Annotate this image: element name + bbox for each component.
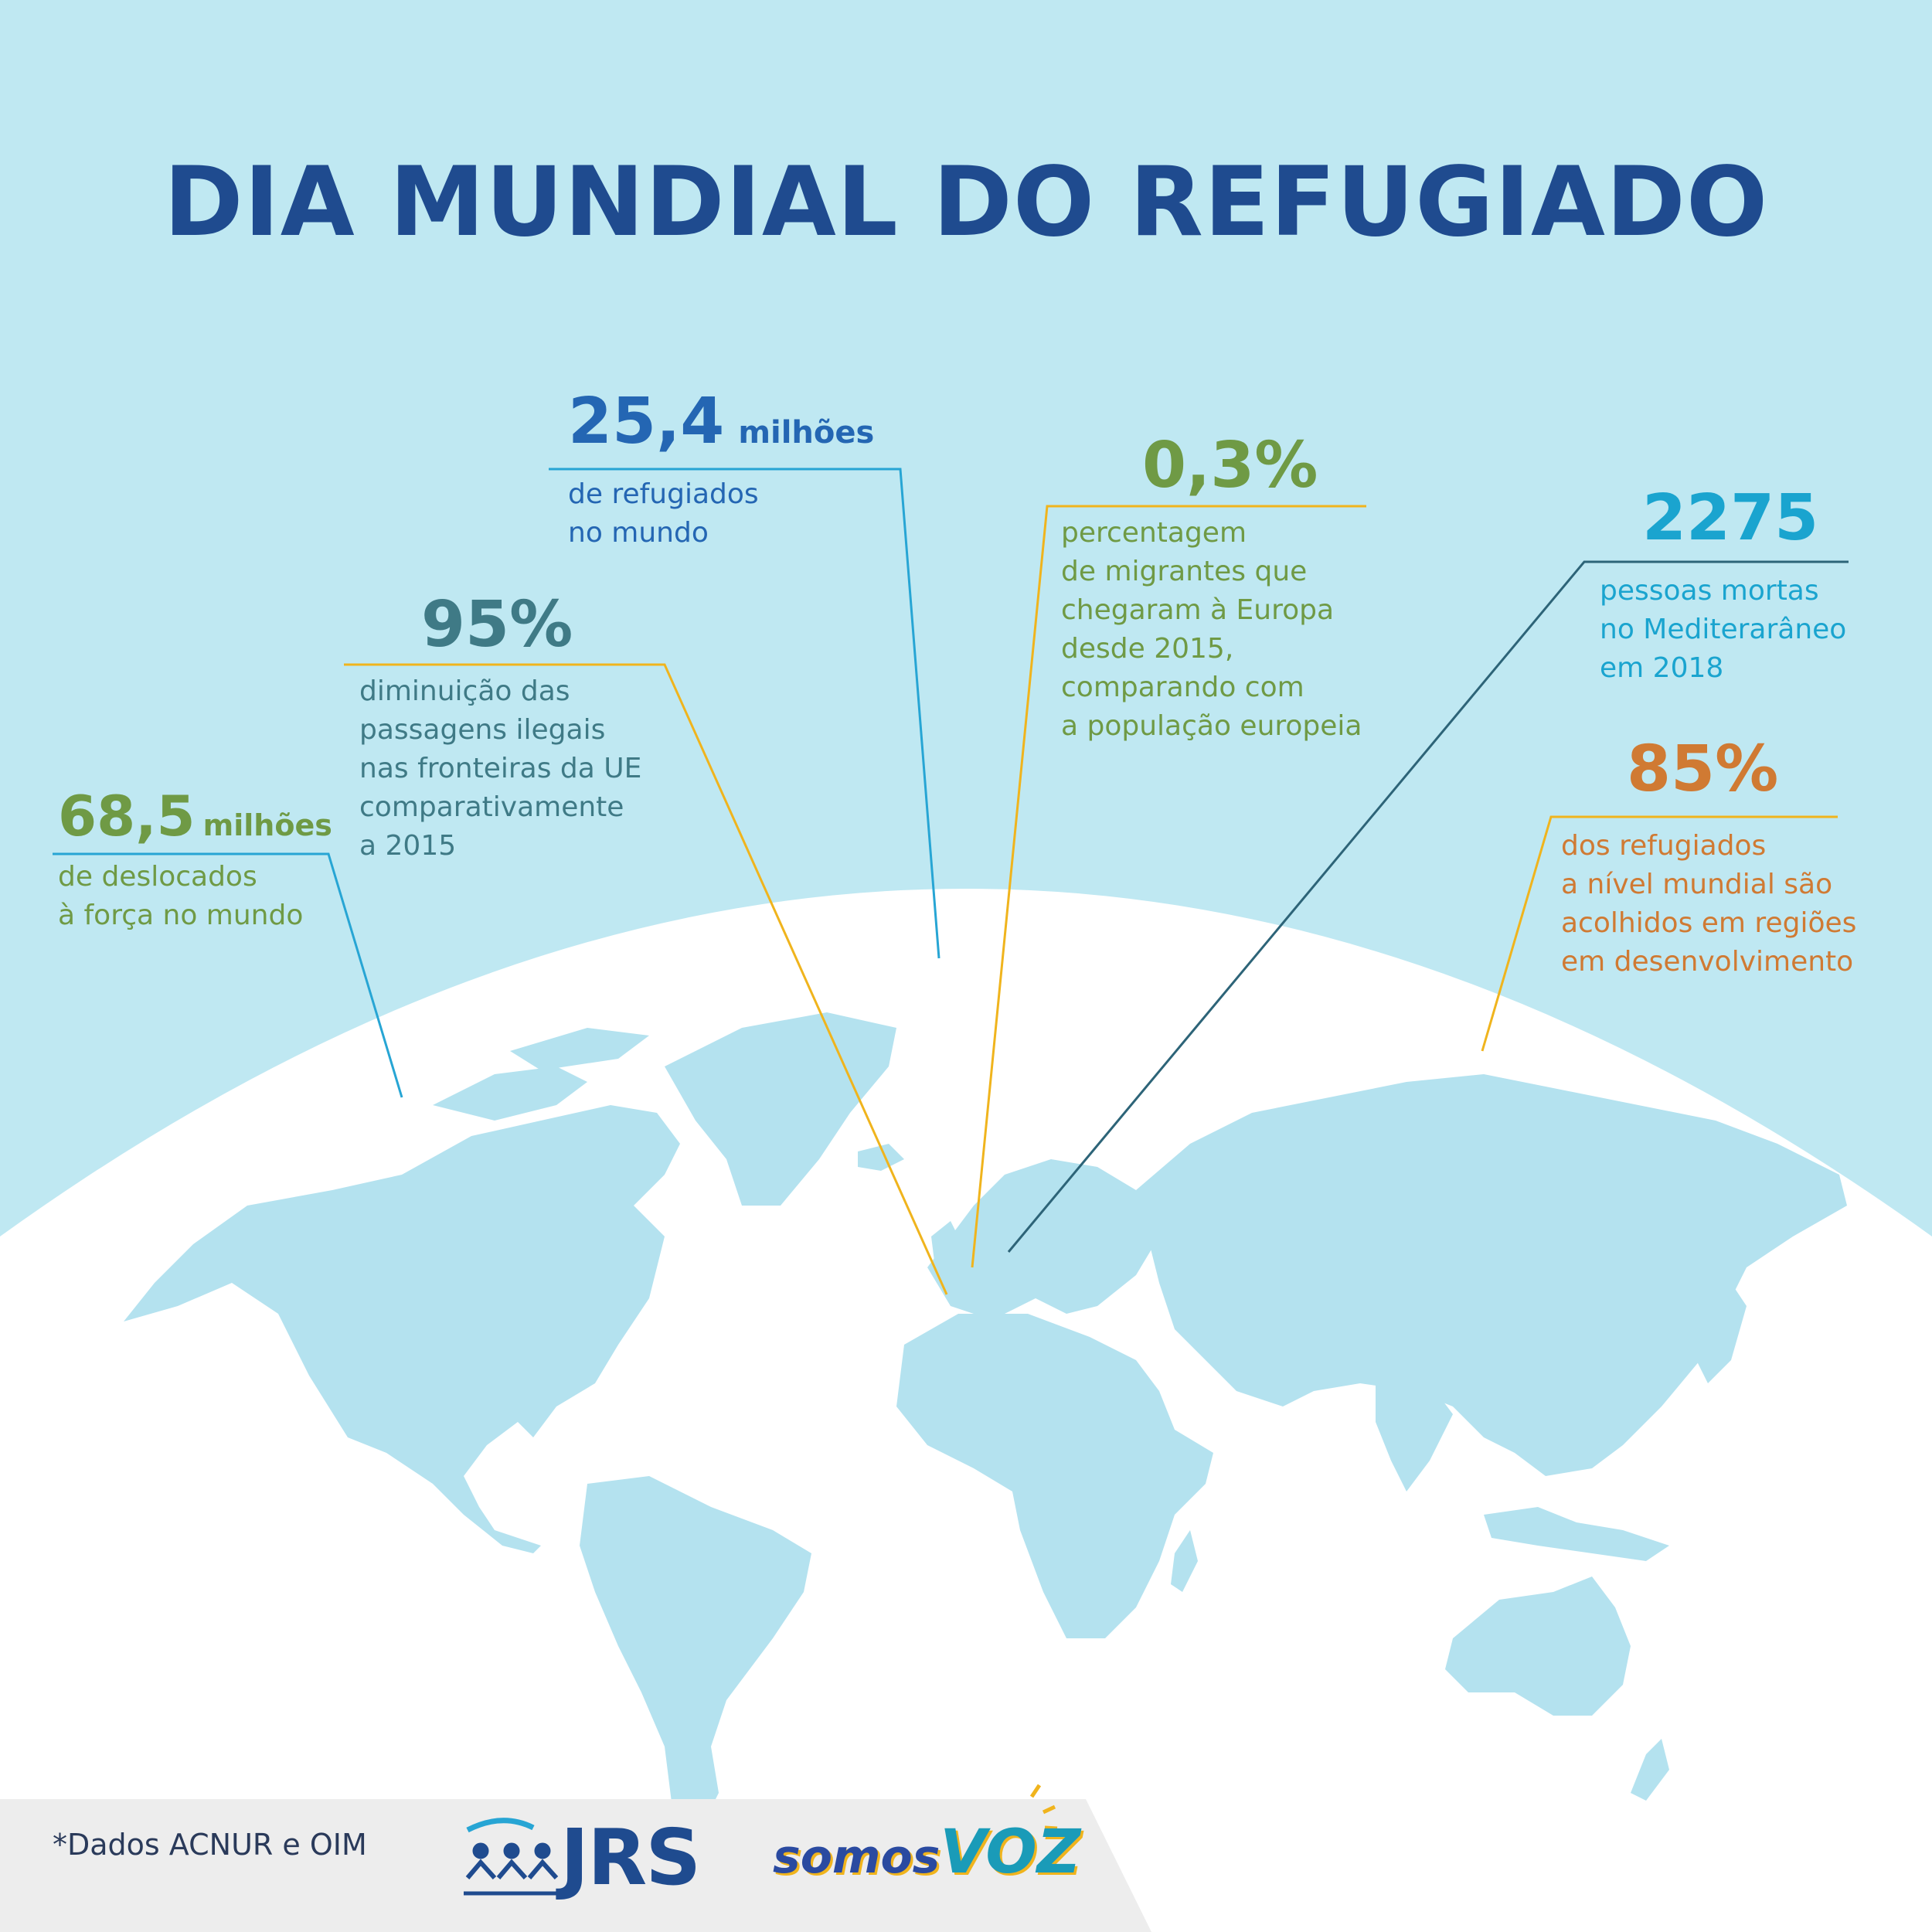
stat-mortes: 2275 — [1642, 487, 1818, 550]
somos-logo-text: somos — [773, 1830, 940, 1884]
desc-line: dos refugiados — [1561, 830, 1767, 862]
stat-diminuicao-desc: diminuição das passagens ilegais nas fro… — [359, 672, 641, 866]
jrs-people-icon — [464, 1818, 559, 1896]
iceland-shape — [858, 1144, 904, 1171]
japan-shape — [1696, 1283, 1747, 1383]
desc-line: em 2018 — [1600, 652, 1724, 684]
desc-line: a nível mundial são — [1561, 869, 1833, 900]
desc-line: comparando com — [1061, 672, 1304, 703]
desc-line: à força no mundo — [58, 900, 304, 931]
north-america-shape — [124, 1105, 680, 1553]
stat-migrantes-desc: percentagem de migrantes que chegaram à … — [1061, 514, 1362, 746]
world-map-icon — [124, 1012, 1847, 1901]
line-refugiados — [549, 468, 940, 959]
desc-line: desde 2015, — [1061, 633, 1234, 665]
desc-line: acolhidos em regiões — [1561, 907, 1857, 939]
new-zealand-shape — [1631, 1739, 1669, 1801]
stat-migrantes: 0,3% — [1142, 434, 1318, 498]
australia-shape — [1445, 1577, 1631, 1716]
stat-diminuicao-value: 95% — [421, 588, 573, 662]
stat-acolhidos: 85% — [1627, 738, 1778, 801]
voz-sparkle-icon — [1029, 1784, 1058, 1831]
stat-deslocados-unit: milhões — [202, 808, 332, 842]
desc-line: nas fronteiras da UE — [359, 753, 642, 784]
somos-voz-logo: somosVOZ — [773, 1818, 1080, 1887]
desc-line: comparativamente — [359, 791, 624, 823]
desc-line: em desenvolvimento — [1561, 946, 1854, 978]
desc-line: percentagem — [1061, 517, 1247, 549]
jrs-logo: JRS — [560, 1812, 701, 1903]
footer-band — [0, 1799, 1151, 1932]
line-acolhidos — [1481, 815, 1838, 1052]
greenland-shape — [665, 1012, 896, 1206]
desc-line: diminuição das — [359, 675, 570, 707]
desc-line: chegaram à Europa — [1061, 594, 1335, 626]
desc-line: passagens ilegais — [359, 714, 606, 746]
stat-refugiados-desc: de refugiados no mundo — [568, 475, 759, 553]
stat-refugiados-unit: milhões — [738, 415, 875, 451]
europe-shape — [927, 1159, 1159, 1314]
stat-diminuicao: 95% — [421, 594, 573, 657]
stat-mortes-value: 2275 — [1642, 481, 1819, 555]
desc-line: no Mediterarâneo — [1600, 614, 1847, 645]
line-diminuicao — [344, 663, 948, 1295]
stat-migrantes-value: 0,3% — [1142, 429, 1318, 502]
line-migrantes — [971, 505, 1366, 1268]
indonesia-shape — [1484, 1507, 1669, 1561]
line-mortes — [1007, 560, 1849, 1253]
madagascar-shape — [1171, 1530, 1198, 1592]
stat-mortes-desc: pessoas mortas no Mediterarâneo em 2018 — [1600, 572, 1846, 688]
stat-refugiados: 25,4 milhões — [568, 390, 874, 454]
india-shape — [1376, 1383, 1453, 1492]
africa-shape — [896, 1314, 1213, 1638]
uk-shape — [931, 1221, 962, 1267]
south-america-shape — [580, 1476, 811, 1901]
line-deslocados — [53, 852, 403, 1098]
stat-deslocados-desc: de deslocados à força no mundo — [58, 858, 303, 935]
asia-shape — [1136, 1074, 1847, 1476]
desc-line: de migrantes que — [1061, 556, 1308, 587]
arctic-islands-shape-2 — [510, 1028, 649, 1070]
arctic-islands-shape — [433, 1066, 587, 1121]
desc-line: de deslocados — [58, 861, 257, 893]
stat-deslocados-value: 68,5 — [58, 784, 196, 849]
leader-lines — [53, 468, 1849, 1295]
desc-line: a 2015 — [359, 830, 457, 862]
stat-acolhidos-desc: dos refugiados a nível mundial são acolh… — [1561, 827, 1856, 981]
source-note: *Dados ACNUR e OIM — [53, 1828, 367, 1862]
desc-line: no mundo — [568, 517, 709, 549]
stat-refugiados-value: 25,4 — [568, 385, 725, 458]
page-title: DIA MUNDIAL DO REFUGIADO — [163, 147, 1769, 258]
stat-acolhidos-value: 85% — [1627, 733, 1779, 806]
voz-logo-text: VOZ — [940, 1818, 1081, 1887]
desc-line: de refugiados — [568, 478, 759, 510]
desc-line: pessoas mortas — [1600, 575, 1819, 607]
desc-line: a população europeia — [1061, 710, 1362, 742]
stat-deslocados: 68,5 milhões — [58, 788, 332, 844]
